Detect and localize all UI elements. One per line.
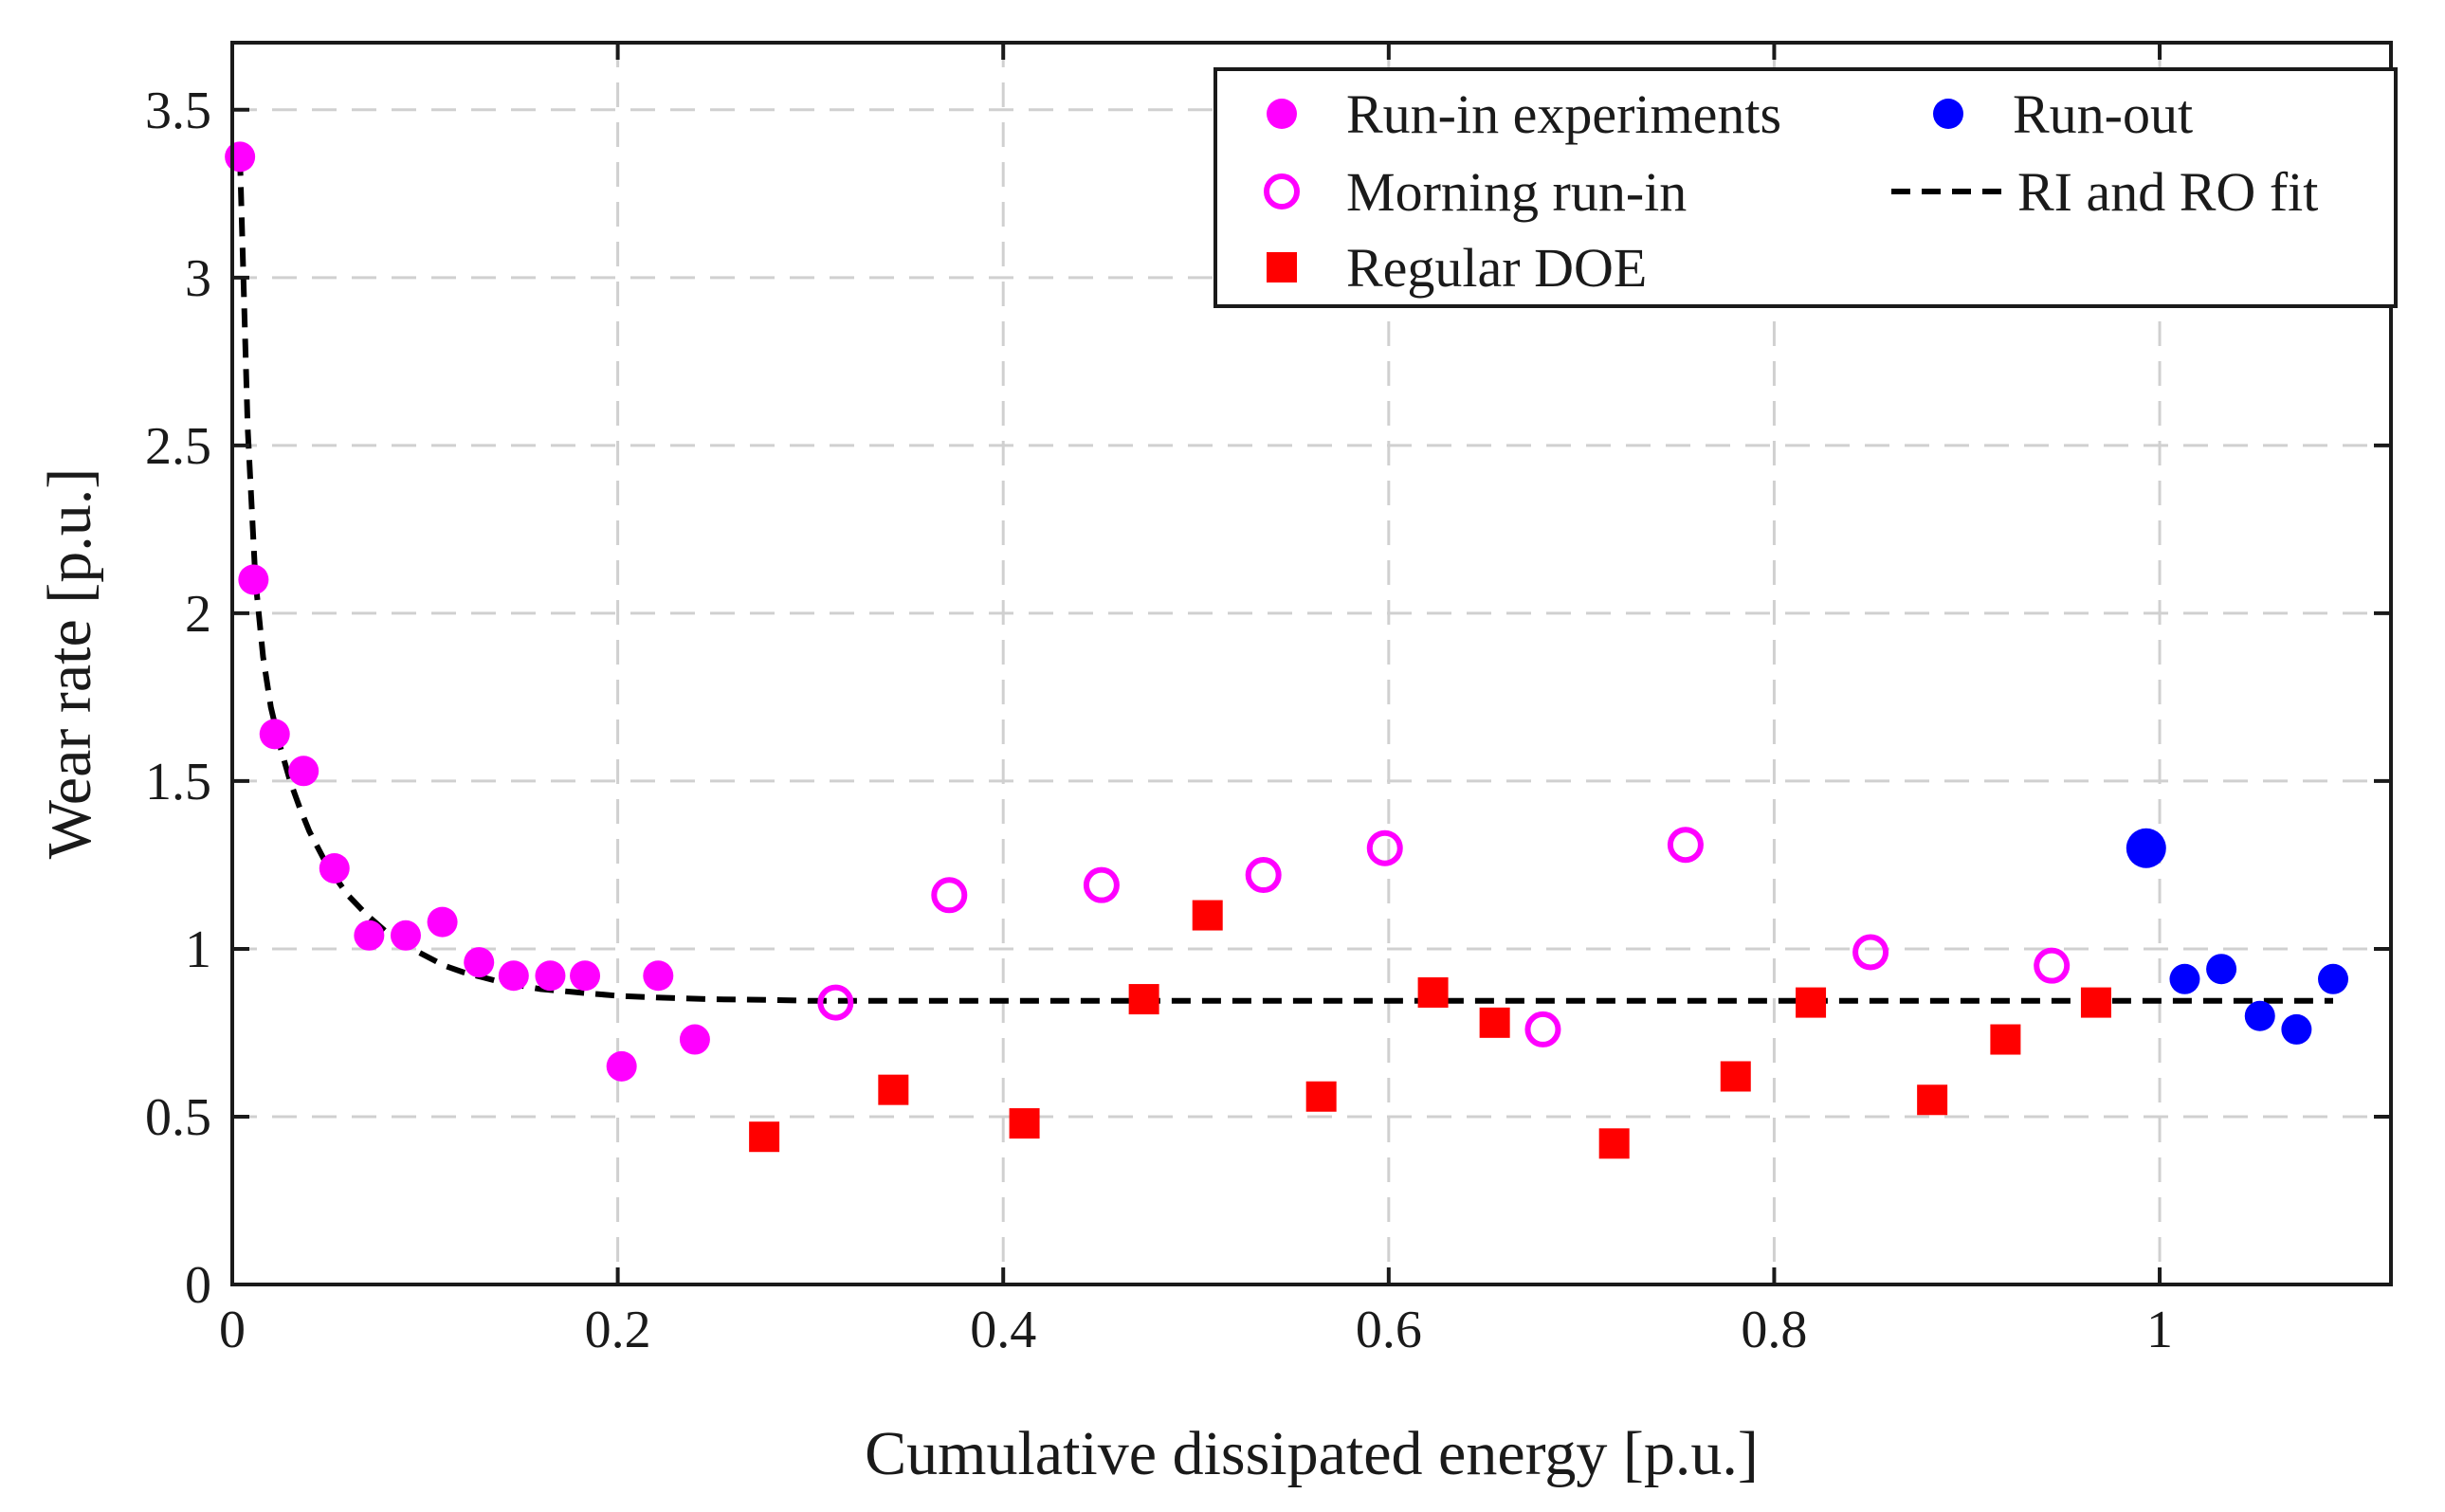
legend-item-morning: Morning run-in [1264,161,1687,223]
regular-doe-point [1417,976,1449,1008]
morning-run-in-point [1524,1011,1561,1047]
y-tick-label: 2 [185,585,211,644]
x-tick-label: 0.8 [1741,1301,1807,1359]
legend-marker-run-in [1267,99,1297,129]
regular-doe-point [749,1121,780,1153]
legend-label-run-in: Run-in experiments [1346,83,1781,145]
regular-doe-point [1128,984,1159,1015]
regular-doe-point [1479,1007,1510,1038]
regular-doe-point [1796,987,1827,1018]
fit-curve-layer [237,156,2333,1004]
regular-doe-point [1990,1024,2021,1055]
regular-doe-point [1917,1084,1948,1116]
run-in-point [238,564,269,595]
run-in-point [427,906,458,938]
legend-item-run-out: Run-out [1933,83,2193,145]
morning-run-in-point [1245,857,1282,894]
run-in-point [535,960,566,992]
y-tick-label: 1.5 [145,753,211,811]
run-in-point [225,141,256,173]
legend-label-morning: Morning run-in [1346,161,1687,223]
run-in-point [643,960,674,992]
morning-run-in-point [2034,947,2071,984]
run-in-point [390,920,421,951]
legend-marker-morning [1264,173,1300,209]
data-points [225,141,2349,1159]
plot-frame [230,41,2393,1286]
regular-doe-point [1720,1061,1751,1092]
x-tick-label: 0.4 [970,1301,1036,1359]
x-tick-label: 1 [2146,1301,2173,1359]
run-in-point [606,1050,637,1082]
y-tick-label: 2.5 [145,417,211,476]
run-in-point [464,947,495,978]
fit-curve [237,156,2333,1004]
run-out-point [2206,954,2237,985]
run-in-point [354,920,385,951]
morning-run-in-point [817,984,854,1021]
y-tick-label: 1 [185,920,211,979]
legend-item-run-in: Run-in experiments [1267,83,1781,145]
run-in-point [259,719,290,750]
morning-run-in-point [1852,934,1889,971]
y-tick-label: 3.5 [145,82,211,140]
legend-marker-run-out [1933,99,1963,129]
y-tick-label: 0 [185,1256,211,1315]
legend-label-regular-doe: Regular DOE [1346,237,1647,299]
run-out-point [2318,963,2349,994]
run-out-point [2169,963,2200,994]
run-in-point [570,960,601,992]
x-tick-label: 0.6 [1356,1301,1422,1359]
regular-doe-point [2080,987,2111,1018]
y-tick-label: 0.5 [145,1088,211,1147]
regular-doe-point [1598,1128,1630,1159]
run-out-point [2244,1000,2275,1031]
run-in-point [288,756,319,787]
regular-doe-point [1192,900,1223,931]
x-tick-label: 0 [219,1301,246,1359]
morning-run-in-point [1366,829,1403,866]
legend-label-run-out: Run-out [2013,83,2193,145]
legend: Run-in experiments Morning run-in Regula… [1213,67,2398,308]
regular-doe-point [1305,1081,1337,1112]
run-in-point [498,960,529,992]
legend-item-regular-doe: Regular DOE [1267,237,1647,299]
morning-run-in-point [1667,827,1704,864]
axes: 0 0.2 0.4 0.6 0.8 1 0 0.5 1 1.5 2 2.5 3 3.5 [145,41,2393,1359]
regular-doe-point [878,1074,909,1105]
regular-doe-point [1009,1108,1040,1139]
x-axis-label: Cumulative dissipated energy [p.u.] [865,1419,1759,1488]
run-in-point [679,1024,710,1055]
y-tick-label: 3 [185,249,211,308]
morning-run-in-point [1083,866,1120,903]
run-in-point [319,852,350,884]
run-out-point [2281,1013,2312,1045]
y-axis-label: Wear rate [p.u.] [35,468,104,859]
x-tick-label: 0.2 [585,1301,651,1359]
morning-run-in-point [931,877,968,914]
legend-label-fit: RI and RO fit [2017,161,2318,223]
legend-marker-regular-doe [1267,252,1297,282]
run-out-point [2126,828,2166,868]
legend-item-fit: RI and RO fit [1891,161,2318,223]
legend-box [1213,67,2398,308]
